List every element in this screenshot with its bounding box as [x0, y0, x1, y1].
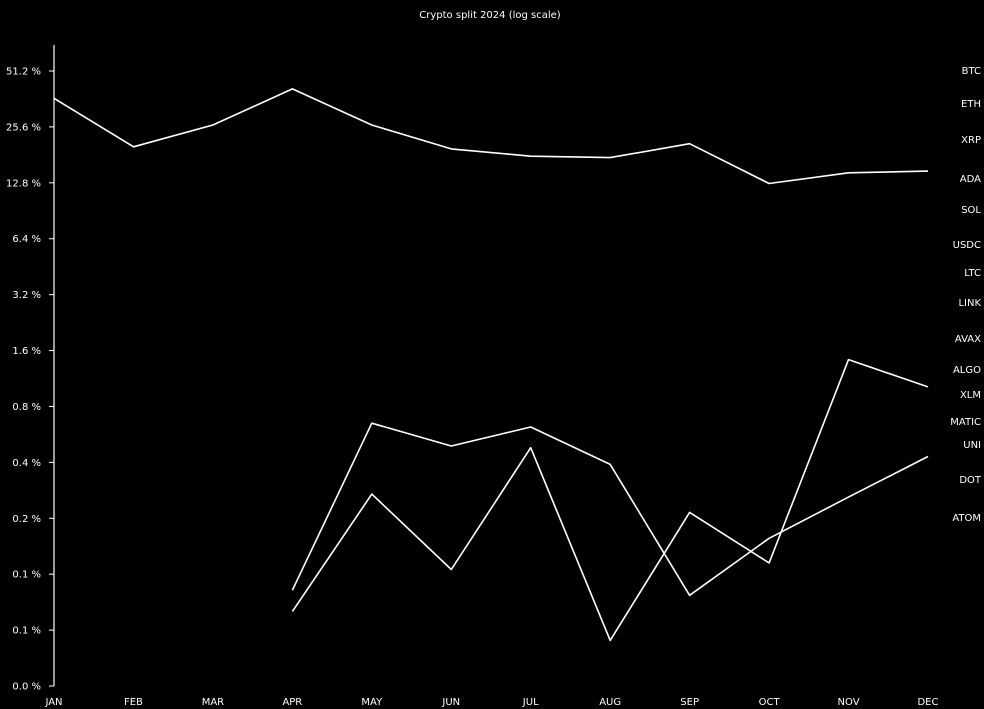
y-tick-label: 12.8 % [6, 178, 41, 189]
y-tick-label: 0.4 % [12, 458, 41, 469]
x-tick-label: SEP [680, 697, 699, 708]
series-layer [53, 88, 929, 642]
x-tick-label: MAR [202, 697, 224, 708]
legend-item: UNI [963, 440, 981, 451]
y-tick-label: 0.2 % [12, 514, 41, 525]
x-tick-label: MAY [361, 697, 383, 708]
y-tick-label: 0.1 % [12, 570, 41, 581]
legend-item: ALGO [953, 365, 981, 376]
y-tick-label: 51.2 % [6, 67, 41, 78]
legend-item: BTC [962, 66, 981, 77]
legend-item: LTC [964, 268, 981, 279]
legend-item: DOT [959, 475, 982, 486]
legend-item: ATOM [952, 513, 981, 524]
y-tick-label: 1.6 % [12, 346, 41, 357]
legend-item: XLM [960, 390, 981, 401]
x-tick-label: AUG [599, 697, 621, 708]
y-tick-label: 0.8 % [12, 402, 41, 413]
y-tick-label: 3.2 % [12, 290, 41, 301]
x-tick-label: JUN [441, 697, 460, 708]
y-tick-label: 6.4 % [12, 234, 41, 245]
series-line-3 [291, 422, 929, 597]
legend-item: SOL [961, 205, 981, 216]
y-tick-label: 25.6 % [6, 122, 41, 133]
chart-title: Crypto split 2024 (log scale) [419, 10, 561, 21]
x-tick-label: FEB [124, 697, 143, 708]
legend-item: ETH [961, 99, 981, 110]
legend-item: ADA [960, 174, 981, 185]
x-tick-label: JAN [44, 697, 62, 708]
x-tick-label: OCT [759, 697, 781, 708]
y-axis-ticks: 51.2 % 25.6 % 12.8 % 6.4 % 3.2 % 1.6 % 0.8 % 0.… [6, 67, 54, 693]
x-tick-label: NOV [838, 697, 860, 708]
legend-item: XRP [961, 135, 981, 146]
legend-item: MATIC [950, 417, 981, 428]
legend-item: USDC [953, 240, 981, 251]
series-line-2 [291, 358, 929, 642]
legend: BTC ETH XRP ADA SOL USDC LTC LINK AVAX ALGO XLM MAT… [950, 66, 982, 524]
x-axis-ticks: JAN FEB MAR APR MAY JUN JUL AUG SEP OCT NOV DEC [44, 697, 938, 708]
y-tick-label: 0.0 % [12, 682, 41, 693]
x-tick-label: APR [282, 697, 302, 708]
series-line-1 [53, 88, 929, 185]
legend-item: LINK [958, 298, 981, 309]
x-tick-label: JUL [522, 697, 539, 708]
x-tick-label: DEC [917, 697, 938, 708]
y-tick-label: 0.1 % [12, 626, 41, 637]
legend-item: AVAX [955, 334, 981, 345]
